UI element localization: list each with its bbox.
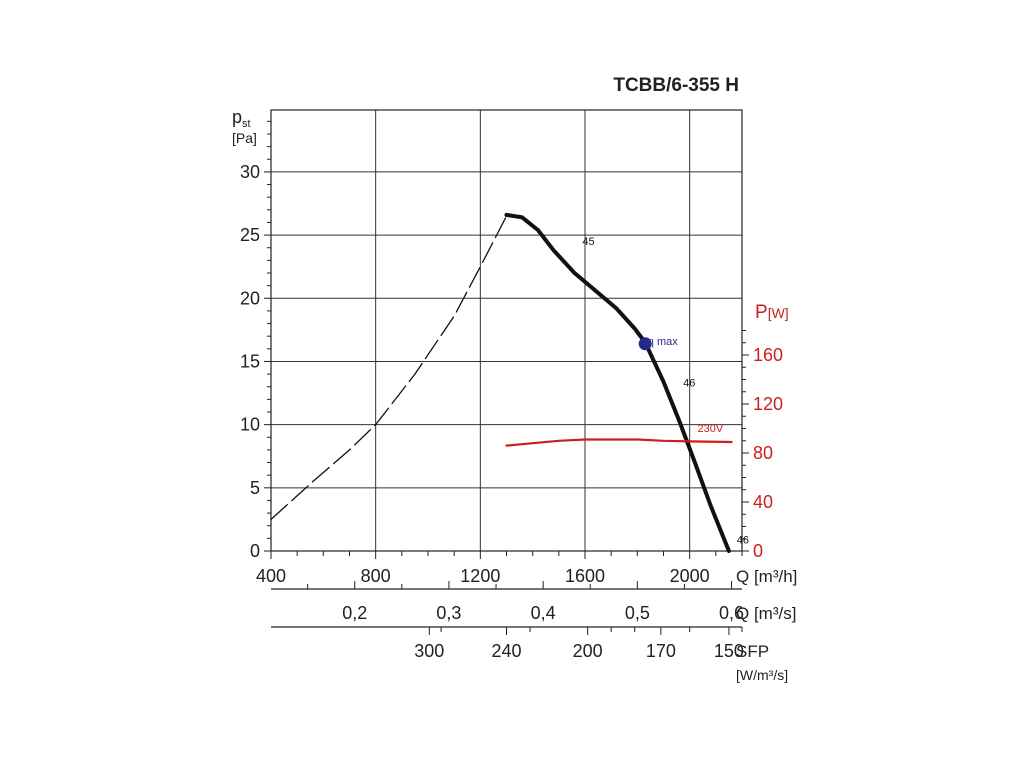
chart-title: TCBB/6-355 H	[613, 75, 739, 96]
sfp-tick-label: 240	[491, 641, 521, 661]
axes	[270, 109, 743, 628]
y-tick-label: 5	[250, 478, 260, 498]
flow-s-tick-label: 0,5	[625, 603, 650, 623]
annotations: 45 η max 46 230V 46	[582, 236, 749, 546]
sfp-tick-label: 300	[414, 641, 444, 661]
y-axis-symbol: p	[232, 107, 242, 127]
right-tick-label: 160	[753, 345, 783, 365]
tick-marks	[264, 120, 749, 635]
y-tick-label: 0	[250, 541, 260, 561]
y-axis-label: pst	[232, 107, 251, 130]
annotation-label: 45	[582, 236, 594, 248]
flow-s-tick-label: 0,3	[436, 603, 461, 623]
x-tick-label: 400	[256, 566, 286, 586]
right-tick-label: 120	[753, 394, 783, 414]
right-tick-label: 0	[753, 541, 763, 561]
flow-s-tick-label: 0,2	[342, 603, 367, 623]
right-tick-label: 40	[753, 492, 773, 512]
sfp-tick-label: 200	[573, 641, 603, 661]
flow-s-tick-label: 0,4	[531, 603, 556, 623]
x-tick-label: 800	[361, 566, 391, 586]
x-tick-label: 2000	[670, 566, 710, 586]
sfp-tick-label: 170	[646, 641, 676, 661]
y-axis-subscript: st	[242, 118, 251, 130]
flow-s-tick-label: 0,6	[719, 603, 744, 623]
y-axis-unit: [Pa]	[232, 130, 257, 146]
annotation-label: 230V	[698, 423, 724, 435]
annotation-label: 46	[683, 378, 695, 390]
x-tick-label: 1200	[460, 566, 500, 586]
curves	[270, 212, 733, 553]
right-axis-label: P[W]	[755, 302, 789, 323]
x-tick-label: 1600	[565, 566, 605, 586]
y-tick-label: 20	[240, 288, 260, 308]
x-axis-flow-s-label: Q [m³/s]	[736, 604, 796, 623]
x-axis-sfp-label: SFP	[736, 642, 769, 661]
y-tick-label: 25	[240, 225, 260, 245]
y-tick-label: 15	[240, 351, 260, 371]
y-tick-label: 30	[240, 162, 260, 182]
curve-power	[505, 438, 733, 447]
right-axis-symbol: P	[755, 302, 768, 323]
sfp-tick-label: 150	[714, 641, 744, 661]
y-tick-label: 10	[240, 415, 260, 435]
curve-stall-region	[270, 215, 508, 521]
annotation-label: η max	[648, 336, 678, 348]
x-axis-sfp-unit: [W/m³/s]	[736, 667, 788, 683]
curve-pressure	[504, 212, 731, 553]
eta-max-marker	[638, 337, 652, 351]
x-axis-flow-h-label: Q [m³/h]	[736, 567, 797, 586]
right-axis-unit: [W]	[768, 305, 789, 321]
right-tick-label: 80	[753, 443, 773, 463]
annotation-label: 46	[737, 534, 749, 546]
grid-lines	[271, 110, 743, 551]
plot-frame	[270, 109, 743, 552]
